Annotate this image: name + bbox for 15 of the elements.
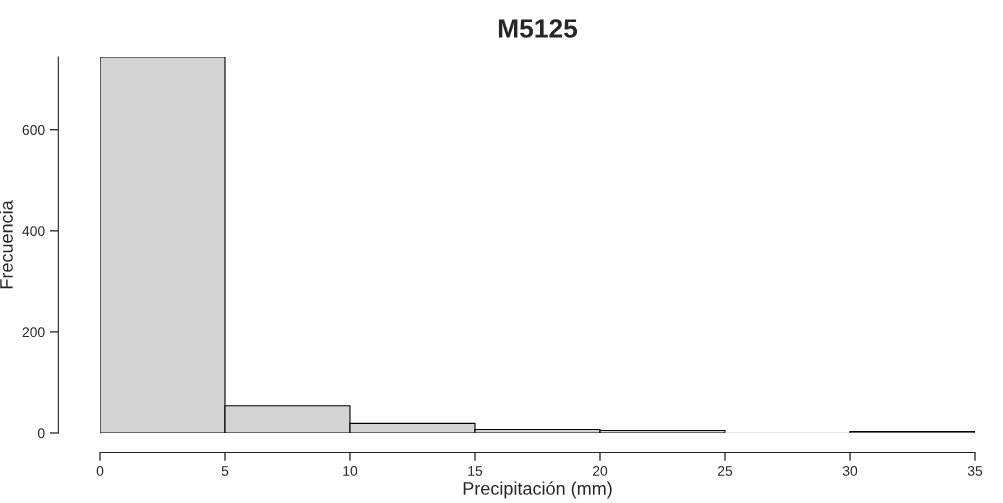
- x-tick-label: 20: [592, 466, 608, 476]
- x-tick-label: 0: [96, 466, 104, 476]
- chart-title: M5125: [498, 19, 578, 38]
- x-tick-label: 5: [221, 466, 229, 476]
- x-axis-title: Precipitación (mm): [463, 481, 612, 499]
- x-tick-label: 35: [967, 466, 983, 476]
- y-tick-label: 600: [22, 125, 45, 135]
- y-axis-title: Frecuencia: [0, 200, 13, 289]
- y-tick-label: 0: [37, 428, 45, 439]
- x-tick-label: 15: [468, 466, 483, 476]
- y-tick-label: 400: [22, 226, 45, 237]
- y-tick-label: 200: [22, 327, 45, 338]
- x-tick-label: 10: [343, 466, 358, 476]
- x-tick-label: 25: [717, 466, 733, 476]
- x-tick-label: 30: [842, 466, 858, 476]
